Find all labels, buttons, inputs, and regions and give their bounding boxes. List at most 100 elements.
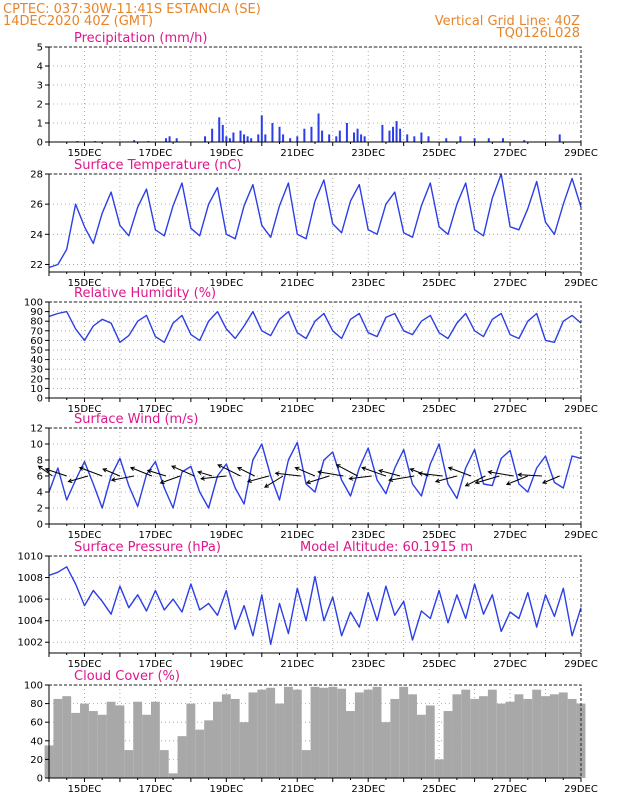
wind-ytick-label: 0 — [37, 520, 43, 531]
precipitation-ytick-label: 1 — [37, 119, 43, 130]
humidity-date-label: 27DEC — [493, 404, 527, 415]
precipitation-bar — [381, 124, 384, 142]
precipitation-bar — [338, 130, 341, 142]
precipitation-bar — [211, 128, 214, 142]
precipitation-bar — [335, 136, 338, 142]
precipitation-bar — [356, 128, 359, 142]
wind-vector — [274, 471, 301, 477]
cloud-cover-bar — [142, 714, 151, 778]
cloud-cover-bar — [425, 705, 435, 778]
cloud-cover-bar — [97, 714, 107, 778]
pressure-date-label: 25DEC — [422, 659, 456, 670]
run-timestamp: 14DEC2020 40Z (GMT) — [3, 14, 153, 29]
precipitation-ytick-label: 2 — [37, 100, 43, 111]
cloud-cover-date-label: 27DEC — [493, 784, 527, 795]
cloud-cover-ytick-label: 80 — [30, 699, 43, 710]
cloud-cover-bar — [310, 686, 320, 778]
temperature-date-label: 15DEC — [68, 278, 102, 289]
precipitation-date-label: 29DEC — [564, 148, 598, 159]
wind-panel: 0 2 4 6 8 10 12 15DEC 17DEC 19DEC 21DEC 23DEC 25DEC 2… — [30, 412, 598, 541]
wind-date-label: 23DEC — [351, 530, 385, 541]
wind-vector — [487, 470, 514, 477]
cloud-cover-bar — [62, 696, 72, 778]
precipitation-panel: 0 1 2 3 4 5 15DEC 17DEC 19DEC 21DEC 23DEC 25DEC 27DE… — [37, 31, 598, 159]
cloud-cover-bar — [541, 696, 550, 778]
precipitation-bar — [487, 138, 490, 142]
cloud-cover-date-label: 25DEC — [422, 784, 456, 795]
precipitation-bar — [246, 136, 249, 142]
cloud-cover-bar — [346, 711, 355, 778]
cloud-cover-bar — [479, 696, 488, 778]
cloud-cover-bar — [514, 694, 524, 778]
wind-vector — [541, 475, 560, 484]
cloud-cover-bar — [337, 688, 347, 778]
wind-ytick-label: 10 — [30, 440, 43, 451]
temperature-title: Surface Temperature (nC) — [74, 158, 242, 173]
pressure-date-label: 29DEC — [564, 659, 598, 670]
temperature-ytick-label: 26 — [30, 200, 43, 211]
wind-vector — [517, 472, 543, 478]
precipitation-bar — [328, 134, 331, 142]
wind-vector — [388, 475, 415, 482]
cloud-cover-bar — [408, 694, 417, 778]
wind-vector — [171, 465, 195, 477]
cloud-cover-title: Cloud Cover (%) — [74, 669, 180, 684]
wind-ytick-label: 8 — [37, 456, 43, 467]
pressure-date-label: 21DEC — [280, 659, 314, 670]
cloud-cover-bar — [292, 689, 302, 778]
temperature-date-label: 29DEC — [564, 278, 598, 289]
cloud-cover-bar — [434, 759, 444, 778]
cloud-cover-bar — [319, 687, 329, 778]
precipitation-bar — [459, 136, 462, 142]
precipitation-bar — [239, 130, 242, 142]
cloud-cover-bar — [195, 729, 205, 778]
wind-vector — [264, 475, 284, 488]
pressure-panel: 1002 1004 1006 1008 1010 15DEC 17DEC 19DEC 21DEC… — [18, 540, 598, 670]
pressure-title: Surface Pressure (hPa) — [74, 540, 221, 555]
precipitation-date-label: 19DEC — [209, 148, 243, 159]
precipitation-bar — [278, 126, 281, 142]
cloud-cover-bar — [461, 689, 471, 778]
cloud-cover-bar — [381, 722, 391, 778]
cloud-cover-bar — [88, 711, 98, 778]
cloud-cover-bar — [275, 703, 284, 778]
precipitation-bar — [303, 128, 306, 142]
wind-vector — [37, 465, 53, 477]
cloud-cover-bar — [523, 698, 533, 778]
temperature-date-label: 17DEC — [139, 278, 173, 289]
precipitation-bar — [473, 138, 476, 142]
cloud-cover-bar — [213, 701, 222, 778]
precipitation-ytick-label: 5 — [37, 43, 43, 54]
humidity-date-label: 23DEC — [351, 404, 385, 415]
precipitation-bar — [296, 136, 299, 142]
wind-ytick-label: 6 — [37, 472, 43, 483]
cloud-cover-bar — [124, 750, 134, 778]
cloud-cover-bar — [567, 698, 577, 778]
wind-date-label: 17DEC — [139, 530, 173, 541]
precipitation-bar — [395, 121, 398, 142]
humidity-ytick-label: 60 — [30, 336, 43, 347]
wind-date-label: 21DEC — [280, 530, 314, 541]
precipitation-bar — [363, 136, 366, 142]
wind-vector — [361, 466, 387, 477]
cloud-cover-panel: 0 20 40 60 80 100 15DEC 17DEC 19DEC 21DEC 23DEC 25D… — [24, 669, 598, 795]
wind-vector — [217, 464, 241, 477]
wind-title: Surface Wind (m/s) — [74, 412, 198, 427]
humidity-date-label: 17DEC — [139, 404, 173, 415]
precipitation-bar — [427, 136, 430, 142]
cloud-cover-bar — [354, 692, 364, 778]
cloud-cover-bar — [283, 686, 293, 778]
pressure-ytick-label: 1006 — [18, 595, 43, 606]
cloud-cover-bar — [239, 722, 249, 778]
humidity-title: Relative Humidity (%) — [74, 286, 216, 301]
wind-vector — [129, 466, 153, 477]
product-code: TQ0126L028 — [496, 26, 580, 41]
precipitation-bar — [257, 134, 260, 142]
wind-vector — [146, 469, 167, 477]
precipitation-bar — [392, 126, 395, 142]
humidity-ytick-label: 10 — [30, 384, 43, 395]
precipitation-bar — [204, 136, 207, 142]
humidity-ytick-label: 30 — [30, 365, 43, 376]
temperature-frame — [48, 173, 582, 273]
pressure-line — [48, 566, 582, 646]
